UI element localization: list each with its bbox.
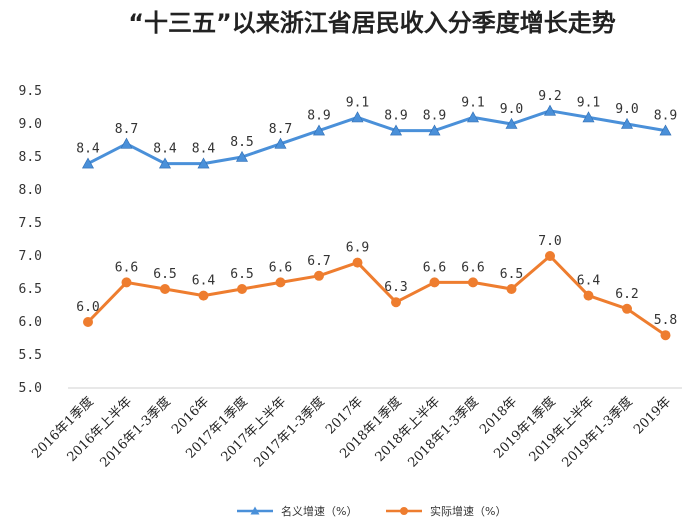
y-tick-label: 5.5 bbox=[19, 348, 42, 363]
data-point bbox=[583, 290, 594, 301]
data-point bbox=[505, 117, 518, 129]
data-label: 8.9 bbox=[307, 109, 330, 124]
data-label: 6.6 bbox=[423, 260, 446, 275]
data-point bbox=[197, 157, 210, 169]
legend-marker bbox=[250, 506, 260, 515]
legend-label: 实际增速（%） bbox=[430, 504, 506, 518]
data-point bbox=[158, 157, 172, 169]
y-tick-label: 6.0 bbox=[19, 315, 42, 330]
data-label: 8.4 bbox=[76, 142, 100, 157]
data-label: 6.4 bbox=[577, 274, 601, 289]
data-point bbox=[660, 330, 671, 341]
legend: 名义增速（%） 实际增速（%） bbox=[237, 504, 506, 518]
data-point bbox=[351, 111, 364, 123]
y-tick-label: 6.5 bbox=[19, 282, 42, 297]
data-label: 8.5 bbox=[230, 135, 253, 150]
x-tick-label: 2019年 bbox=[631, 394, 674, 437]
data-label: 6.7 bbox=[307, 254, 330, 269]
data-label: 8.4 bbox=[153, 142, 177, 157]
data-point bbox=[620, 117, 634, 129]
series-line bbox=[86, 254, 667, 337]
data-label: 6.6 bbox=[115, 260, 138, 275]
y-tick-label: 7.5 bbox=[19, 216, 42, 231]
legend-label: 名义增速（%） bbox=[281, 504, 357, 518]
data-point bbox=[312, 124, 326, 136]
data-label: 6.9 bbox=[346, 241, 369, 256]
data-label: 9.0 bbox=[615, 102, 638, 117]
data-label: 6.6 bbox=[269, 260, 292, 275]
data-label: 6.0 bbox=[76, 300, 99, 315]
data-point bbox=[622, 303, 632, 314]
data-point bbox=[506, 284, 517, 294]
data-label: 9.1 bbox=[461, 95, 484, 110]
data-label: 6.5 bbox=[230, 267, 253, 282]
series-layer: 8.4 8.7 8.4 8.4 8.5 8.7 8.9 9.1 8.9 8.9 9.1 9.0 9.2 9… bbox=[76, 89, 677, 341]
data-point bbox=[391, 297, 401, 308]
x-axis: 2016年1季度2016年上半年2016年1-3季度2016年2017年1季度2… bbox=[29, 394, 675, 471]
data-point bbox=[83, 317, 93, 327]
data-point bbox=[428, 124, 441, 136]
data-point bbox=[582, 111, 595, 123]
data-label: 5.8 bbox=[654, 313, 677, 328]
x-tick-label: 2016年1-3季度 bbox=[97, 394, 174, 471]
data-point bbox=[389, 124, 403, 136]
data-label: 8.7 bbox=[269, 122, 292, 137]
data-label: 8.9 bbox=[423, 109, 446, 124]
data-label: 8.9 bbox=[654, 109, 677, 124]
data-label: 9.1 bbox=[577, 95, 600, 110]
data-point bbox=[120, 137, 133, 149]
data-point bbox=[466, 111, 480, 123]
y-axis: 5.0 5.5 6.0 6.5 7.0 7.5 8.0 8.5 9.0 9.5 bbox=[19, 84, 42, 396]
data-point bbox=[314, 270, 324, 281]
x-tick-label: 2017年1-3季度 bbox=[251, 394, 328, 471]
data-point bbox=[198, 290, 209, 301]
data-label: 9.0 bbox=[500, 102, 523, 117]
data-point bbox=[468, 277, 478, 288]
chart-title: “十三五”以来浙江省居民收入分季度增长走势 bbox=[128, 9, 616, 37]
data-label: 6.2 bbox=[615, 287, 638, 302]
data-label: 6.3 bbox=[384, 280, 407, 295]
y-tick-label: 8.5 bbox=[19, 150, 42, 165]
data-point bbox=[659, 124, 672, 136]
series-0: 8.4 8.7 8.4 8.4 8.5 8.7 8.9 9.1 8.9 8.9 9.1 9.0 9.2 9… bbox=[76, 89, 677, 169]
data-point bbox=[237, 284, 247, 294]
legend-item: 名义增速（%） bbox=[237, 504, 357, 518]
data-point bbox=[81, 157, 95, 169]
data-label: 7.0 bbox=[538, 234, 561, 249]
data-label: 8.7 bbox=[115, 122, 138, 137]
data-point bbox=[543, 104, 557, 116]
data-label: 9.2 bbox=[538, 89, 561, 104]
data-label: 8.4 bbox=[192, 142, 216, 157]
series-line bbox=[87, 109, 666, 166]
y-tick-label: 9.5 bbox=[19, 84, 42, 99]
series-1: 6.0 6.6 6.5 6.4 6.5 6.6 6.7 6.9 6.3 6.6 6.6 6.5 7.0 6… bbox=[76, 234, 677, 341]
legend-marker bbox=[400, 507, 408, 515]
data-label: 6.4 bbox=[192, 274, 216, 289]
data-label: 6.5 bbox=[153, 267, 176, 282]
x-tick-label: 2019年1-3季度 bbox=[559, 394, 636, 471]
data-label: 6.5 bbox=[500, 267, 523, 282]
data-label: 9.1 bbox=[346, 95, 369, 110]
y-tick-label: 9.0 bbox=[19, 117, 42, 132]
data-point bbox=[274, 137, 287, 149]
data-point bbox=[121, 277, 132, 288]
data-point bbox=[545, 251, 555, 261]
data-point bbox=[429, 277, 440, 288]
data-label: 6.6 bbox=[461, 260, 484, 275]
data-point bbox=[160, 284, 170, 294]
y-tick-label: 8.0 bbox=[19, 183, 42, 198]
data-label: 8.9 bbox=[384, 109, 407, 124]
data-point bbox=[235, 150, 249, 162]
data-point bbox=[352, 257, 363, 268]
data-point bbox=[275, 277, 286, 288]
x-tick-label: 2018年1-3季度 bbox=[405, 394, 482, 471]
y-tick-label: 5.0 bbox=[19, 381, 42, 396]
y-tick-label: 7.0 bbox=[19, 249, 42, 264]
legend-item: 实际增速（%） bbox=[386, 504, 506, 518]
